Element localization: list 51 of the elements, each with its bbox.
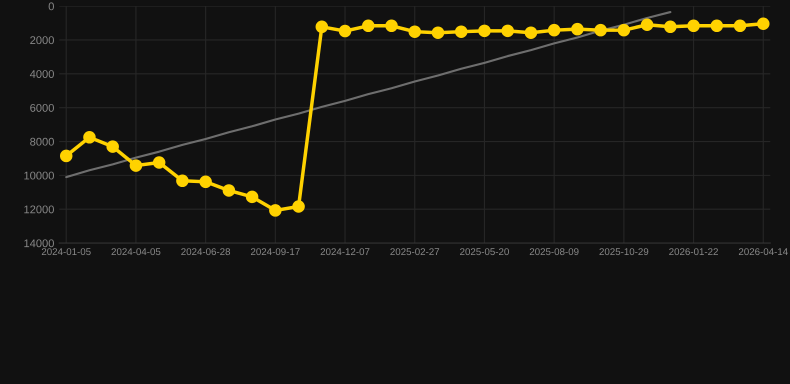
- point: [152, 156, 166, 169]
- point: [501, 24, 514, 38]
- point: [432, 26, 444, 39]
- point: [687, 20, 700, 32]
- point: [130, 159, 142, 172]
- x-tick-label: 2026-04-14: [738, 248, 788, 256]
- x-tick-label: 2024-09-17: [250, 248, 300, 256]
- point: [594, 24, 607, 36]
- x-tick-label: 2025-02-27: [390, 248, 440, 256]
- y-tick-label: 2000: [30, 36, 54, 44]
- point: [176, 174, 189, 188]
- point: [199, 176, 212, 188]
- y-tick-label: 6000: [30, 104, 54, 112]
- y-tick-label: 10000: [24, 172, 54, 180]
- y-tick-label: 0: [48, 2, 54, 10]
- point: [640, 18, 654, 32]
- point: [385, 20, 398, 32]
- point: [454, 25, 468, 38]
- point: [571, 22, 584, 36]
- y-tick-label: 4000: [30, 70, 54, 78]
- point: [83, 131, 96, 144]
- point: [734, 20, 746, 32]
- point: [269, 204, 282, 217]
- line-series: [65, 11, 672, 178]
- x-tick-label: 2024-01-05: [42, 248, 91, 256]
- point: [338, 24, 352, 38]
- point: [222, 184, 236, 197]
- x-tick-label: 2024-04-05: [112, 248, 160, 256]
- x-tick-label: 2024-06-28: [181, 248, 230, 256]
- point: [664, 20, 677, 34]
- point: [316, 20, 328, 34]
- point: [60, 150, 72, 162]
- x-tick-label: 2024-12-07: [320, 248, 370, 256]
- point: [757, 17, 770, 30]
- point: [478, 24, 491, 38]
- x-tick-label: 2025-05-20: [460, 248, 509, 256]
- point: [548, 24, 560, 36]
- point: [292, 200, 305, 213]
- x-tick-label: 2025-08-09: [530, 248, 579, 256]
- point: [106, 140, 119, 153]
- x-tick-label: 2026-01-22: [669, 248, 718, 256]
- y-tick-label: 8000: [30, 138, 54, 146]
- y-tick-label: 14000: [24, 239, 54, 248]
- point: [362, 20, 375, 32]
- point: [710, 20, 724, 32]
- point: [408, 25, 421, 38]
- y-tick-label: 12000: [24, 205, 54, 214]
- point: [524, 26, 538, 39]
- x-tick-label: 2025-10-29: [599, 248, 648, 256]
- point: [618, 24, 630, 36]
- point: [246, 190, 258, 204]
